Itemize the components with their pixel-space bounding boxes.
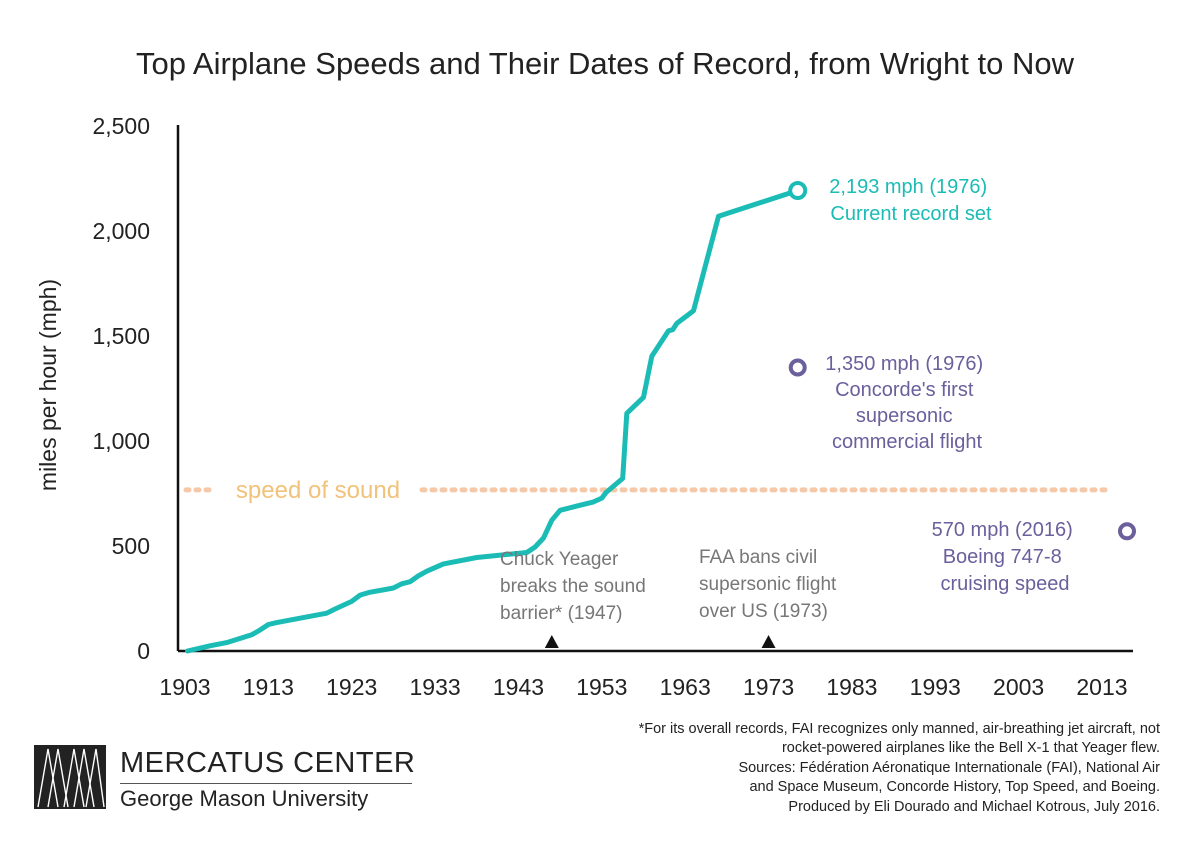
faa-annotation: FAA bans civil supersonic flight over US…	[699, 547, 842, 622]
faa-event-marker	[761, 635, 776, 648]
footnote-line-1: *For its overall records, FAI recognizes…	[638, 721, 1160, 737]
x-tick-label: 1923	[326, 674, 377, 700]
y-tick-label: 2,000	[92, 218, 150, 244]
yeager-event-marker	[544, 635, 559, 648]
x-tick-label: 1933	[410, 674, 461, 700]
x-tick-label: 1973	[743, 674, 794, 700]
faa-line-2: supersonic flight	[699, 574, 837, 595]
x-tick-label: 1913	[243, 674, 294, 700]
record-series-line	[185, 188, 801, 654]
y-tick-label: 1,500	[92, 323, 150, 349]
x-tick-label: 2003	[993, 674, 1044, 700]
yeager-line-3: barrier* (1947)	[500, 603, 623, 624]
boeing-line-2: Boeing 747-8	[943, 546, 1062, 568]
footnote: *For its overall records, FAI recognizes…	[520, 720, 1160, 817]
boeing-line-3: cruising speed	[941, 573, 1070, 595]
record-line-2: Current record set	[830, 203, 992, 225]
y-tick-label: 2,500	[92, 113, 150, 139]
y-axis-label: miles per hour (mph)	[35, 279, 61, 491]
record-annotation: 2,193 mph (1976) Current record set	[829, 176, 992, 225]
x-tick-labels: 1903 1913 1923 1933 1943 1953 1963 1973 1983 1993…	[159, 674, 1127, 700]
concorde-line-1: 1,350 mph (1976)	[825, 353, 983, 375]
y-tick-label: 500	[112, 533, 150, 559]
concorde-line-3: supersonic	[856, 405, 953, 427]
x-tick-label: 1943	[493, 674, 544, 700]
yeager-annotation: Chuck Yeager breaks the sound barrier* (…	[500, 549, 651, 624]
logo-divider	[120, 783, 412, 784]
faa-line-1: FAA bans civil	[699, 547, 817, 568]
boeing-annotation: 570 mph (2016) Boeing 747-8 cruising spe…	[932, 519, 1079, 595]
yeager-line-1: Chuck Yeager	[500, 549, 619, 570]
chart: Top Airplane Speeds and Their Dates of R…	[35, 46, 1136, 700]
speed-of-sound-label: speed of sound	[236, 477, 400, 504]
record-series	[185, 188, 801, 654]
boeing-line-1: 570 mph (2016)	[932, 519, 1073, 541]
yeager-line-2: breaks the sound	[500, 576, 646, 597]
faa-line-3: over US (1973)	[699, 601, 828, 622]
y-tick-labels: 0 500 1,000 1,500 2,000 2,500	[92, 113, 150, 664]
chart-title: Top Airplane Speeds and Their Dates of R…	[136, 46, 1075, 81]
logo-name: MERCATUS CENTER	[120, 747, 416, 779]
record-line-1: 2,193 mph (1976)	[829, 176, 987, 198]
y-tick-label: 1,000	[92, 428, 150, 454]
footnote-line-5: Produced by Eli Dourado and Michael Kotr…	[788, 798, 1160, 815]
footnote-line-2: rocket-powered airplanes like the Bell X…	[781, 740, 1160, 757]
logo-subtitle: George Mason University	[120, 786, 369, 811]
boeing-point	[1118, 522, 1136, 541]
x-tick-label: 1903	[159, 674, 210, 700]
concorde-line-2: Concorde's first	[835, 379, 974, 401]
y-tick-label: 0	[137, 638, 150, 664]
concorde-annotation: 1,350 mph (1976) Concorde's first supers…	[825, 353, 988, 453]
mercatus-logo: MERCATUS CENTER George Mason University	[34, 745, 416, 815]
x-tick-label: 2013	[1076, 674, 1127, 700]
x-tick-label: 1963	[660, 674, 711, 700]
concorde-line-4: commercial flight	[832, 431, 982, 453]
footnote-line-4: and Space Museum, Concorde History, Top …	[749, 779, 1160, 796]
x-tick-label: 1983	[826, 674, 877, 700]
x-tick-label: 1953	[576, 674, 627, 700]
x-tick-label: 1993	[910, 674, 961, 700]
mercatus-logo-mark	[34, 745, 106, 809]
footnote-line-3: Sources: Fédération Aéronatique Internat…	[738, 759, 1160, 776]
concorde-point	[788, 358, 807, 377]
record-end-point	[788, 180, 808, 200]
